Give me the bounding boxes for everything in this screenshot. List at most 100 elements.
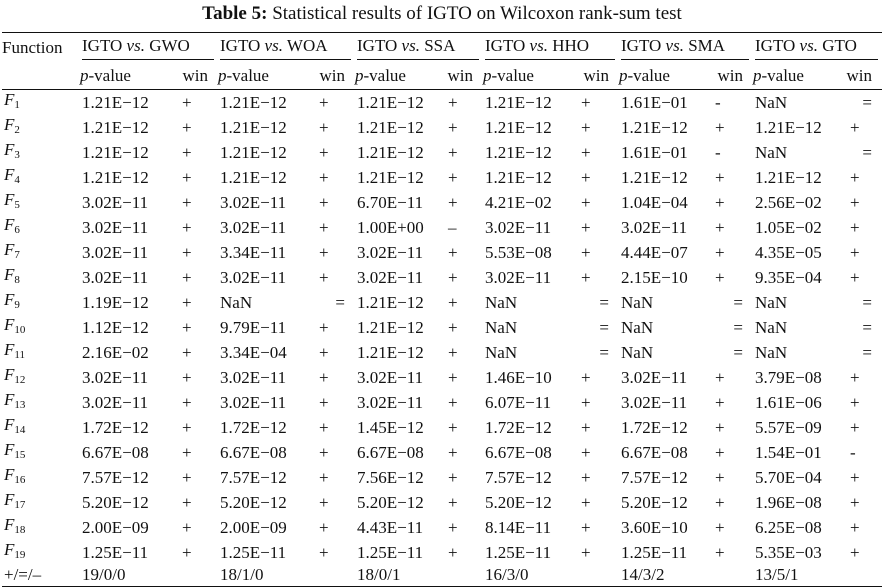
pvalue-cell: 9.79E−11 — [220, 317, 287, 337]
pvalue-cell: 1.25E−11 — [621, 542, 688, 562]
table-row: F2 1.21E−12 +1.21E−12 +1.21E−12 +1.21E−12 +1.… — [2, 115, 882, 140]
table-row: F13 3.02E−11 +3.02E−11 +3.02E−11 +6.07E−11 +3… — [2, 390, 882, 415]
function-index: 18 — [14, 524, 26, 536]
win-cell: – — [448, 217, 457, 237]
win-cell: + — [715, 242, 725, 262]
pvalue-cell: 1.21E−12 — [485, 117, 552, 137]
pvalue-cell: 3.79E−08 — [755, 367, 822, 387]
pvalue-rest: -value — [363, 66, 406, 85]
pvalue-cell: 1.21E−12 — [82, 92, 149, 112]
win-cell: + — [448, 142, 458, 162]
pvalue-cell: NaN — [755, 142, 788, 162]
table-row: F1 1.21E−12 +1.21E−12 +1.21E−12 +1.21E−12 +1.… — [2, 90, 882, 116]
win-cell: + — [448, 342, 458, 362]
comparison-a: IGTO — [82, 36, 123, 55]
table-row: F8 3.02E−11 +3.02E−11 +3.02E−11 +3.02E−11 +2.… — [2, 265, 882, 290]
summary-spacer — [315, 565, 355, 587]
comparison-label: IGTO vs. GTO — [755, 36, 878, 60]
pvalue-cell: 3.02E−11 — [621, 367, 688, 387]
pvalue-cell: 9.35E−04 — [755, 267, 822, 287]
pvalue-cell: 1.21E−12 — [82, 117, 149, 137]
pvalue-cell: 1.61E−06 — [755, 392, 822, 412]
function-index: 11 — [14, 349, 25, 361]
function-index: 5 — [14, 199, 20, 211]
summary-value: 18/0/1 — [355, 565, 444, 587]
function-index: 4 — [14, 174, 20, 186]
win-cell: + — [319, 92, 329, 112]
comparison-b: GWO — [149, 36, 190, 55]
comparison-header: IGTO vs. SSA — [355, 32, 483, 63]
win-cell: = — [733, 292, 743, 312]
win-cell: - — [850, 442, 856, 462]
pvalue-cell: 1.04E−04 — [621, 192, 688, 212]
pvalue-cell: 1.72E−12 — [485, 417, 552, 437]
function-index: 12 — [14, 374, 26, 386]
win-cell: + — [850, 242, 860, 262]
pvalue-cell: 1.21E−12 — [357, 117, 424, 137]
win-cell: + — [182, 317, 192, 337]
win-cell: + — [850, 517, 860, 537]
pvalue-cell: NaN — [755, 317, 788, 337]
win-cell: + — [581, 267, 591, 287]
win-cell: + — [581, 117, 591, 137]
comparison-vs: vs. — [529, 36, 548, 55]
win-cell: + — [850, 217, 860, 237]
comparison-label: IGTO vs. SMA — [621, 36, 749, 60]
table-row: F10 1.12E−12 +9.79E−11 +1.21E−12 + NaN = NaN = Na… — [2, 315, 882, 340]
pvalue-cell: 6.25E−08 — [755, 517, 822, 537]
comparison-label: IGTO vs. GWO — [82, 36, 214, 60]
pvalue-rest: -value — [627, 66, 670, 85]
pvalue-cell: 3.02E−11 — [82, 267, 149, 287]
function-index: 3 — [14, 149, 20, 161]
function-symbol: F — [4, 190, 15, 209]
pvalue-cell: 3.60E−10 — [621, 517, 688, 537]
win-cell: + — [182, 242, 192, 262]
win-cell: + — [715, 492, 725, 512]
win-cell: + — [581, 392, 591, 412]
win-header: win — [577, 63, 619, 90]
pvalue-cell: 3.02E−11 — [621, 392, 688, 412]
win-cell: + — [319, 167, 329, 187]
pvalue-cell: 7.56E−12 — [357, 467, 424, 487]
summary-spacer — [178, 565, 218, 587]
function-symbol: F — [4, 415, 15, 434]
comparison-label: IGTO vs. HHO — [485, 36, 615, 60]
win-cell: + — [182, 467, 192, 487]
win-cell: + — [319, 442, 329, 462]
win-cell: + — [182, 117, 192, 137]
win-cell: + — [319, 317, 329, 337]
pvalue-cell: 1.25E−11 — [82, 542, 149, 562]
win-cell: = — [862, 92, 872, 112]
function-symbol: F — [4, 515, 15, 534]
win-cell: + — [182, 442, 192, 462]
win-cell: + — [850, 367, 860, 387]
subheader-row: p-value win p-value win p-value win p-value win… — [2, 63, 882, 90]
comparison-b: HHO — [552, 36, 590, 55]
function-index: 7 — [14, 249, 20, 261]
summary-value: 19/0/0 — [80, 565, 178, 587]
pvalue-cell: 3.02E−11 — [357, 392, 424, 412]
pvalue-cell: 1.72E−12 — [82, 417, 149, 437]
win-cell: + — [448, 92, 458, 112]
win-cell: + — [581, 192, 591, 212]
summary-value: 13/5/1 — [753, 565, 846, 587]
win-cell: + — [182, 392, 192, 412]
win-cell: + — [319, 217, 329, 237]
win-header: win — [315, 63, 355, 90]
win-cell: + — [581, 442, 591, 462]
pvalue-cell: 3.02E−11 — [220, 367, 287, 387]
pvalue-cell: NaN — [621, 317, 654, 337]
pvalue-cell: NaN — [220, 292, 253, 312]
win-cell: = — [862, 142, 872, 162]
pvalue-cell: 5.70E−04 — [755, 467, 822, 487]
function-cell: F10 — [2, 315, 80, 340]
win-cell: + — [182, 367, 192, 387]
function-cell: F8 — [2, 265, 80, 290]
function-symbol: F — [4, 90, 15, 109]
win-cell: + — [448, 467, 458, 487]
win-cell: + — [182, 142, 192, 162]
pvalue-cell: 5.20E−12 — [357, 492, 424, 512]
pvalue-cell: 5.53E−08 — [485, 242, 552, 262]
win-cell: + — [850, 467, 860, 487]
comparison-label: IGTO vs. SSA — [357, 36, 479, 60]
